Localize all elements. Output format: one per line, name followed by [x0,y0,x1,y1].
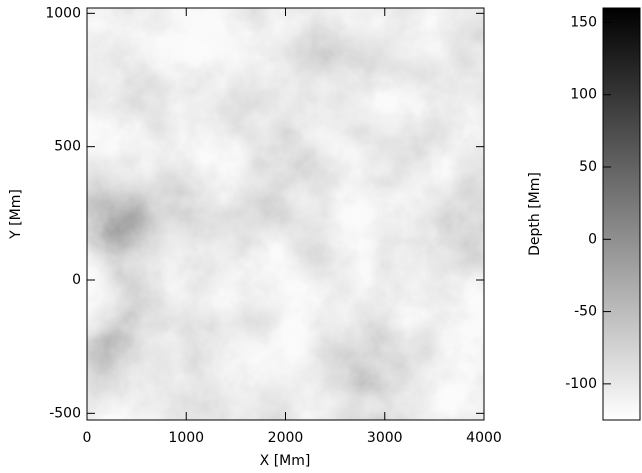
colorbar-tick-label: 150 [570,14,597,30]
colorbar [603,8,640,420]
y-tick-label: 500 [54,139,81,155]
colorbar-label: Depth [Mm] [527,172,543,256]
depth-image [87,8,484,420]
colorbar-tick-label: 0 [588,231,597,247]
colorbar-tick-label: -50 [574,304,597,320]
y-axis-label: Y [Mm] [8,189,24,240]
colorbar-tick-label: 50 [579,159,597,175]
colorbar-tick-label: 100 [570,87,597,103]
x-tick-label: 4000 [466,430,502,446]
y-tick-label: 1000 [45,5,81,21]
x-tick-label: 2000 [268,430,304,446]
x-axis-label: X [Mm] [260,453,311,469]
y-tick-label: -500 [49,405,81,421]
x-tick-label: 1000 [168,430,204,446]
x-tick-label: 0 [83,430,92,446]
colorbar-tick-label: -100 [565,376,597,392]
colorbar-frame [602,7,641,421]
y-tick-label: 0 [72,272,81,288]
x-tick-label: 3000 [367,430,403,446]
